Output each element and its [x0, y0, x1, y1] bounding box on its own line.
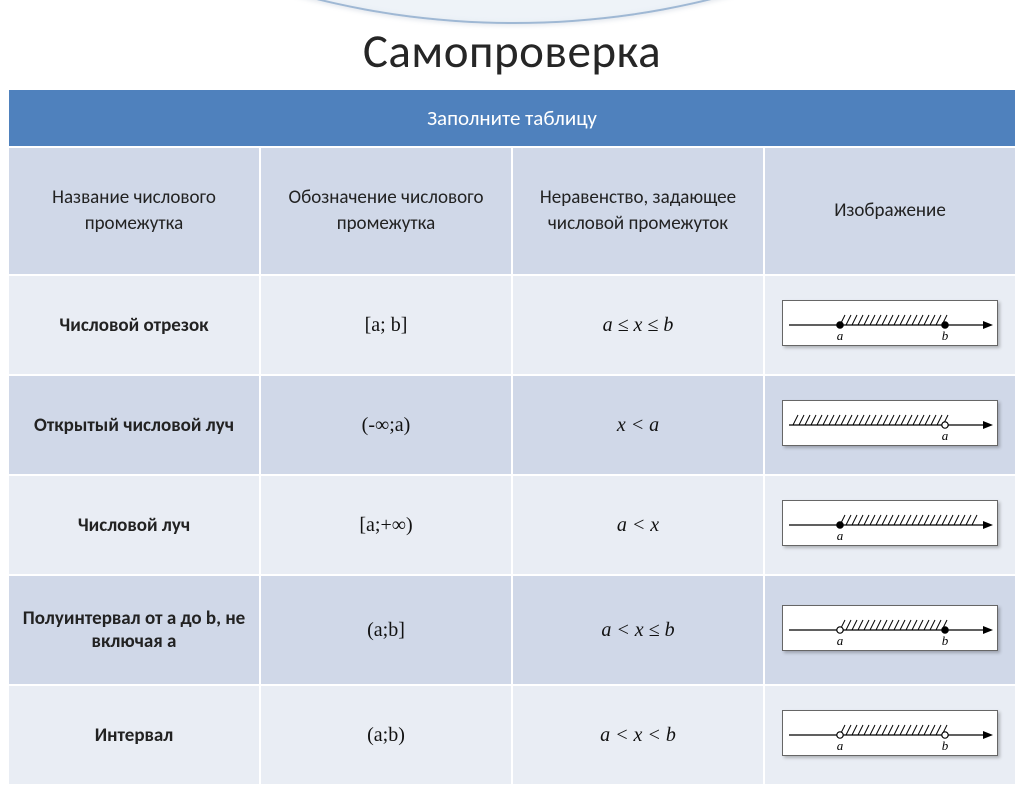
row-diagram: a: [764, 375, 1016, 475]
row-name: Открытый числовой луч: [8, 375, 260, 475]
row-inequality: a < x ≤ b: [512, 575, 764, 685]
svg-text:a: a: [837, 528, 844, 543]
row-name: Интервал: [8, 685, 260, 785]
svg-text:a: a: [837, 738, 844, 753]
col-header-image: Изображение: [764, 147, 1016, 275]
slide: Самопроверка Заполните таблицу Название …: [0, 0, 1024, 767]
svg-text:b: b: [942, 328, 949, 343]
row-inequality: a ≤ x ≤ b: [512, 275, 764, 375]
col-header-notation: Обозначение числового промежутка: [260, 147, 512, 275]
row-name: Числовой отрезок: [8, 275, 260, 375]
row-notation: [a;+∞): [260, 475, 512, 575]
row-notation: (a;b): [260, 685, 512, 785]
svg-text:b: b: [942, 633, 949, 648]
row-inequality: x < a: [512, 375, 764, 475]
svg-text:b: b: [942, 738, 949, 753]
row-notation: (-∞;a): [260, 375, 512, 475]
row-diagram: ab: [764, 275, 1016, 375]
row-name: Числовой луч: [8, 475, 260, 575]
col-header-name: Название числового промежутка: [8, 147, 260, 275]
intervals-table: Заполните таблицу Название числового про…: [7, 88, 1017, 786]
row-inequality: a < x < b: [512, 685, 764, 785]
svg-text:a: a: [942, 428, 949, 443]
row-diagram: a: [764, 475, 1016, 575]
table-header: Заполните таблицу: [8, 89, 1016, 147]
svg-text:a: a: [837, 633, 844, 648]
row-notation: [a; b]: [260, 275, 512, 375]
row-name: Полуинтервал от a до b, не включая a: [8, 575, 260, 685]
row-diagram: ab: [764, 575, 1016, 685]
slide-title: Самопроверка: [0, 0, 1024, 88]
row-diagram: ab: [764, 685, 1016, 785]
col-header-inequality: Неравенство, задающее числовой промежуто…: [512, 147, 764, 275]
row-notation: (a;b]: [260, 575, 512, 685]
row-inequality: a < x: [512, 475, 764, 575]
svg-text:a: a: [837, 328, 844, 343]
